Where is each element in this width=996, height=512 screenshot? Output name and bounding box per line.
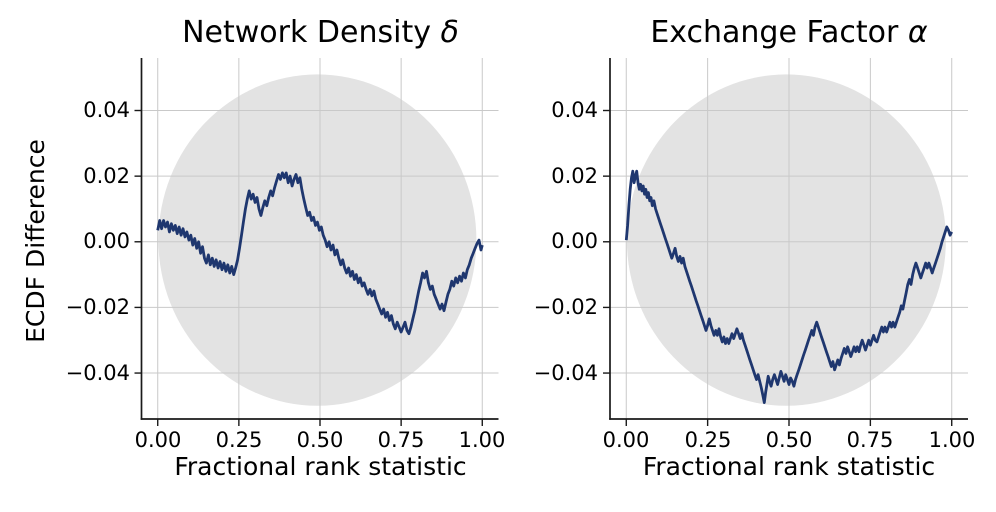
x-tick-label: 0.75 bbox=[377, 428, 425, 452]
y-tick-label: 0.00 bbox=[551, 229, 598, 253]
confidence-band bbox=[158, 74, 477, 406]
panel-title-left: Network Density δ bbox=[142, 14, 499, 52]
alpha-symbol: α bbox=[907, 15, 928, 50]
x-tick-label: 1.00 bbox=[458, 428, 506, 452]
y-tick-label: −0.04 bbox=[65, 361, 130, 385]
x-tick-label: 1.00 bbox=[928, 428, 976, 452]
ecdf-diff-line bbox=[624, 169, 953, 405]
panel-title-right-text: Exchange Factor bbox=[650, 15, 899, 50]
ecdf-diff-line bbox=[156, 171, 484, 336]
y-tick-label: −0.02 bbox=[533, 295, 598, 319]
x-axis-label-right: Fractional rank statistic bbox=[642, 452, 936, 481]
x-tick-label: 0.00 bbox=[602, 428, 650, 452]
x-tick-label: 0.50 bbox=[296, 428, 344, 452]
y-tick-label: 0.02 bbox=[551, 164, 598, 188]
y-tick-label: 0.00 bbox=[83, 229, 130, 253]
x-tick-label: 0.25 bbox=[684, 428, 732, 452]
confidence-band bbox=[626, 74, 946, 406]
y-tick-label: −0.04 bbox=[533, 361, 598, 385]
panel-title-right: Exchange Factor α bbox=[610, 14, 968, 52]
x-axis-label-left: Fractional rank statistic bbox=[174, 452, 467, 481]
panel-title-left-text: Network Density bbox=[182, 15, 431, 50]
delta-symbol: δ bbox=[440, 15, 459, 50]
x-tick-label: 0.25 bbox=[215, 428, 263, 452]
x-tick-label: 0.50 bbox=[765, 428, 813, 452]
y-tick-label: 0.02 bbox=[83, 164, 130, 188]
x-tick-label: 0.75 bbox=[846, 428, 894, 452]
y-tick-label: −0.02 bbox=[65, 295, 130, 319]
y-tick-label: 0.04 bbox=[83, 98, 130, 122]
y-tick-label: 0.04 bbox=[551, 98, 598, 122]
x-tick-label: 0.00 bbox=[134, 428, 182, 452]
